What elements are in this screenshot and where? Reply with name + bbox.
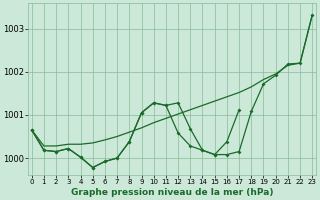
X-axis label: Graphe pression niveau de la mer (hPa): Graphe pression niveau de la mer (hPa)	[71, 188, 273, 197]
